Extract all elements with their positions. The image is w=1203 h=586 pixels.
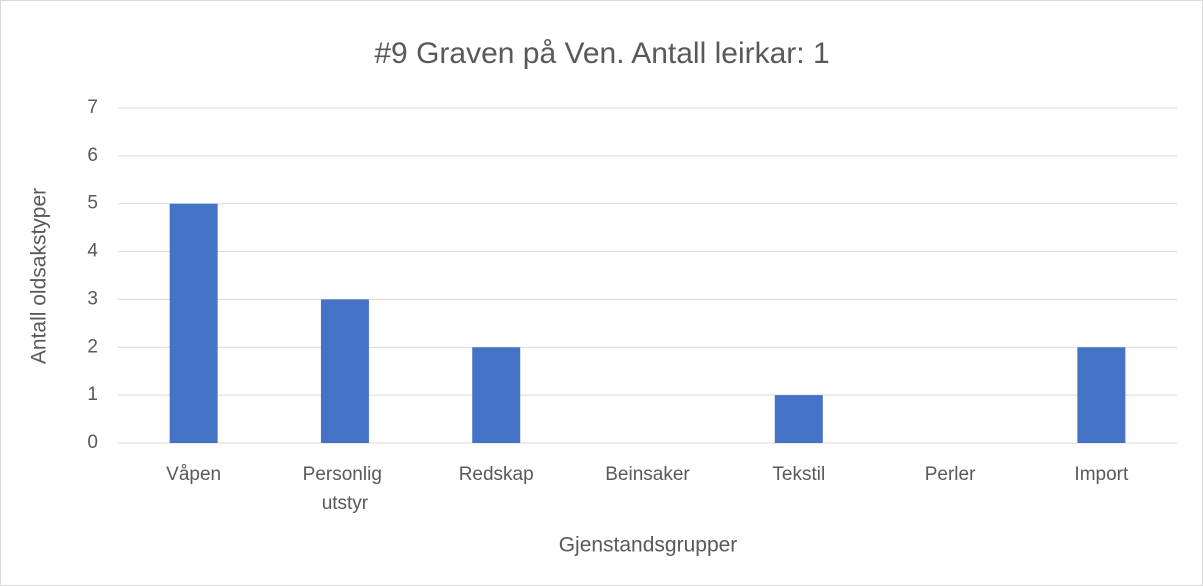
- y-tick-label: 4: [87, 241, 98, 262]
- y-axis-label: Antall oldsakstyper: [28, 188, 51, 364]
- x-axis-label: Gjenstandsgrupper: [559, 534, 738, 557]
- bar: [472, 347, 521, 443]
- y-tick-label: 5: [87, 193, 98, 214]
- bar: [774, 395, 823, 443]
- bar: [320, 299, 369, 443]
- x-tick-label: Perler: [925, 464, 976, 485]
- x-tick-label: Tekstil: [772, 464, 825, 485]
- y-tick-label: 1: [87, 384, 98, 405]
- y-tick-label: 6: [87, 145, 98, 166]
- bar: [169, 203, 218, 443]
- chart-title: #9 Graven på Ven. Antall leirkar: 1: [374, 37, 829, 70]
- y-tick-label: 7: [87, 97, 98, 118]
- x-tick-label: Våpen: [166, 464, 221, 485]
- y-tick-label: 2: [87, 336, 98, 357]
- y-tick-label: 0: [87, 432, 98, 453]
- bar: [1077, 347, 1126, 443]
- x-tick-label: Import: [1074, 464, 1129, 485]
- x-tick-label: Personlig utstyr: [303, 464, 388, 514]
- x-tick-label: Redskap: [459, 464, 534, 485]
- x-tick-label: Beinsaker: [605, 464, 690, 485]
- y-tick-label: 3: [87, 288, 98, 309]
